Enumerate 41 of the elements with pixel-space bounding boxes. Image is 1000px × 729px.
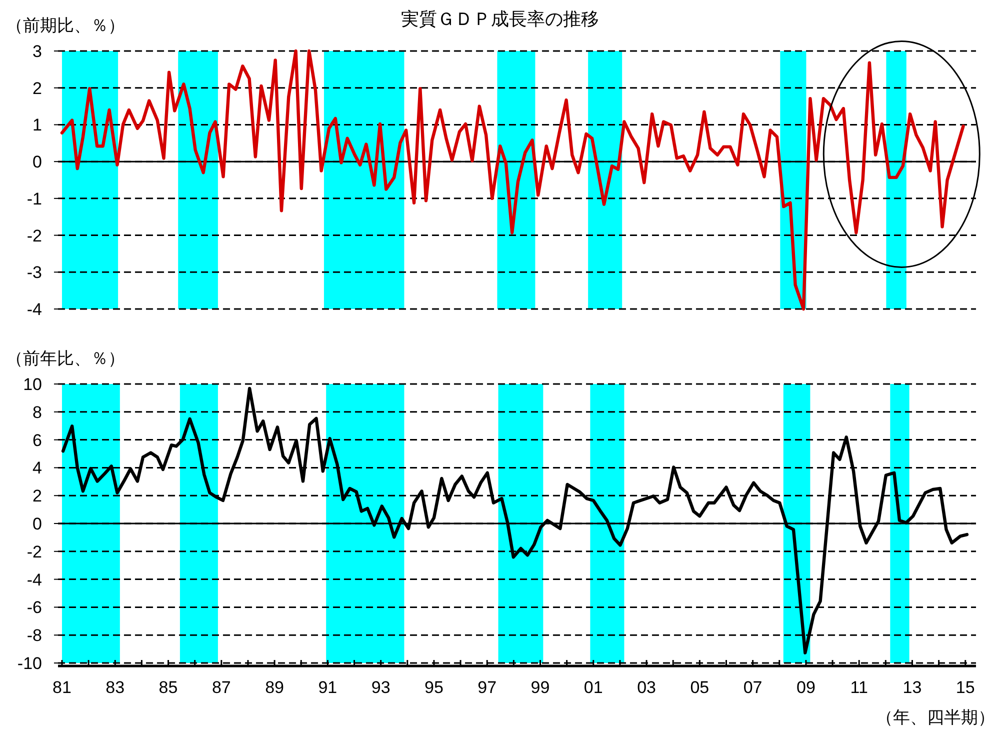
x-tick-label: 07 [743, 678, 762, 697]
x-tick-label: 83 [106, 678, 125, 697]
x-tick-label: 09 [796, 678, 816, 697]
y-tick-label: 6 [32, 430, 42, 450]
x-tick-label: 15 [956, 678, 975, 697]
y-tick-label: -4 [26, 300, 42, 319]
x-tick-label: 91 [318, 678, 338, 697]
y-tick-label: 0 [32, 514, 42, 534]
x-tick-label: 11 [850, 678, 868, 697]
y-tick-label: 2 [32, 486, 42, 506]
y-tick-label: -3 [26, 263, 42, 282]
x-tick-label: 97 [478, 678, 497, 697]
y-tick-label: 2 [32, 78, 42, 98]
x-tick-label: 93 [371, 678, 390, 697]
x-tick-label: 13 [902, 678, 922, 697]
x-tick-label: 99 [530, 678, 550, 697]
x-tick-label: 81 [52, 678, 72, 697]
x-tick-label: 05 [690, 678, 710, 697]
x-tick-label: 89 [265, 678, 284, 697]
y-axis-title: （前年比、％） [6, 349, 125, 368]
y-tick-label: -10 [17, 654, 42, 673]
x-tick-label: 01 [584, 678, 603, 697]
y-tick-label: -2 [26, 226, 42, 246]
x-tick-label: 03 [637, 678, 656, 697]
y-tick-label: 0 [32, 152, 42, 172]
y-tick-label: 8 [32, 402, 42, 422]
y-tick-label: -4 [26, 570, 42, 590]
x-tick-label: 95 [424, 678, 444, 697]
y-tick-label: 4 [32, 458, 42, 478]
x-axis-title: （年、四半期） [876, 708, 995, 727]
y-tick-label: -8 [26, 626, 42, 646]
y-tick-label: 3 [32, 42, 42, 61]
chart-title: 実質ＧＤＰ成長率の推移 [401, 9, 599, 29]
y-tick-label: 10 [23, 375, 42, 394]
y-tick-label: -1 [26, 189, 42, 208]
x-tick-label: 87 [212, 678, 231, 697]
y-tick-label: -2 [26, 542, 42, 562]
y-axis-title: （前期比、％） [6, 16, 125, 35]
y-tick-label: 1 [32, 116, 42, 135]
x-tick-label: 85 [158, 678, 178, 697]
y-tick-label: -6 [26, 598, 42, 618]
